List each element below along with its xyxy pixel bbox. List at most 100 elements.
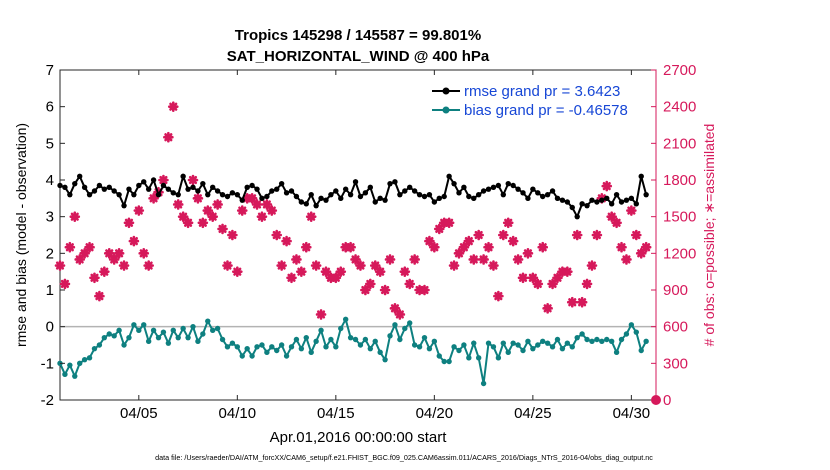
bias-point — [180, 325, 186, 332]
bias-point — [352, 336, 359, 343]
plot-frame — [59, 69, 657, 401]
bias-point — [623, 331, 630, 337]
bias-point — [633, 329, 639, 335]
rmse-point — [86, 191, 93, 198]
obs-count-marker — [429, 241, 440, 253]
rmse-point — [638, 173, 644, 180]
rmse-point — [402, 188, 408, 194]
bias-point — [490, 344, 497, 350]
bias-point — [451, 344, 457, 350]
rmse-point — [579, 201, 585, 207]
bias-point — [500, 340, 507, 346]
bias-point — [466, 355, 472, 361]
legend: rmse grand pr = 3.6423 bias grand pr = -0… — [432, 83, 628, 119]
obs-count-marker — [576, 296, 588, 308]
rmse-point — [618, 199, 625, 205]
bias-point — [131, 322, 137, 328]
obs-count-marker — [483, 241, 494, 253]
rmse-point — [259, 195, 265, 202]
bias-point — [269, 344, 275, 350]
obs-count-marker — [498, 229, 509, 241]
obs-count-marker — [246, 193, 258, 204]
obs-count-marker — [305, 211, 317, 222]
bias-point — [382, 356, 388, 363]
rmse-point — [239, 197, 245, 203]
rmse-point — [224, 193, 231, 200]
legend-rmse-marker — [442, 87, 450, 95]
obs-count-marker — [379, 284, 391, 296]
bias-point — [643, 338, 649, 345]
rmse-point — [195, 188, 201, 194]
bias-series — [57, 316, 649, 387]
rmse-point — [589, 197, 595, 203]
rmse-point — [559, 197, 566, 203]
rmse-point — [633, 201, 639, 207]
rmse-point — [421, 193, 428, 200]
obs-count-marker — [635, 248, 647, 259]
rmse-point — [209, 184, 216, 191]
rmse-point — [594, 199, 600, 205]
rmse-point — [377, 195, 383, 202]
rmse-point — [229, 190, 236, 196]
bias-point — [136, 327, 142, 334]
bias-point — [416, 344, 423, 350]
left-tick-label: -2 — [41, 392, 54, 409]
right-tick-label: 0 — [663, 392, 671, 409]
obs-count-marker — [300, 241, 312, 253]
rmse-point — [525, 195, 531, 202]
bias-point — [426, 345, 433, 352]
bias-point — [574, 334, 580, 341]
rmse-point — [121, 202, 127, 209]
rmse-point — [342, 186, 349, 192]
bias-point — [387, 333, 393, 339]
right-tick-label: 600 — [663, 319, 688, 336]
obs-count-marker — [64, 241, 76, 253]
bias-point — [357, 342, 364, 348]
bias-point — [145, 338, 152, 345]
obs-count-marker — [167, 101, 179, 112]
rmse-point — [411, 188, 418, 194]
bias-point — [185, 334, 191, 341]
obs-count-marker — [404, 278, 416, 290]
bias-point — [86, 355, 93, 361]
bias-point — [298, 345, 305, 352]
rmse-point — [554, 195, 561, 202]
bias-point — [446, 358, 452, 365]
rmse-point — [505, 180, 511, 187]
rmse-point — [446, 173, 452, 180]
obs-count-marker — [468, 254, 480, 265]
obs-count-marker — [566, 296, 578, 308]
rmse-point — [495, 182, 502, 189]
bias-point — [175, 334, 181, 341]
obs-count-marker — [389, 303, 401, 314]
bias-point — [540, 338, 546, 345]
bias-point — [77, 360, 83, 367]
right-tick-label: 1800 — [663, 172, 696, 189]
x-tick-label: 04/05 — [120, 405, 158, 422]
rmse-point — [318, 195, 324, 202]
rmse-point — [323, 197, 329, 203]
rmse-point — [101, 186, 108, 192]
bias-point — [480, 380, 487, 387]
obs-count-marker — [89, 272, 100, 284]
obs-count-marker — [315, 309, 327, 320]
x-axis: 04/05 04/10 04/15 04/20 04/25 04/30 — [120, 70, 650, 422]
obs-count-marker — [281, 235, 292, 247]
right-tick-label: 2400 — [663, 99, 696, 116]
right-tick-label: 900 — [663, 282, 688, 299]
obs-count-markers — [54, 101, 661, 405]
obs-count-marker — [69, 211, 81, 222]
rmse-point — [500, 191, 507, 198]
bias-point — [121, 342, 127, 348]
left-y-axis: -2 -1 0 1 2 3 4 5 6 7 — [41, 62, 65, 409]
obs-count-marker — [611, 217, 622, 229]
obs-count-marker — [207, 211, 218, 222]
rmse-point — [150, 177, 157, 183]
obs-count-marker — [232, 266, 243, 277]
obs-count-marker — [320, 266, 332, 277]
obs-count-marker — [271, 229, 283, 241]
rmse-point — [278, 180, 285, 187]
left-tick-label: 3 — [46, 209, 54, 226]
bias-point — [554, 336, 561, 343]
rmse-point — [165, 186, 172, 192]
